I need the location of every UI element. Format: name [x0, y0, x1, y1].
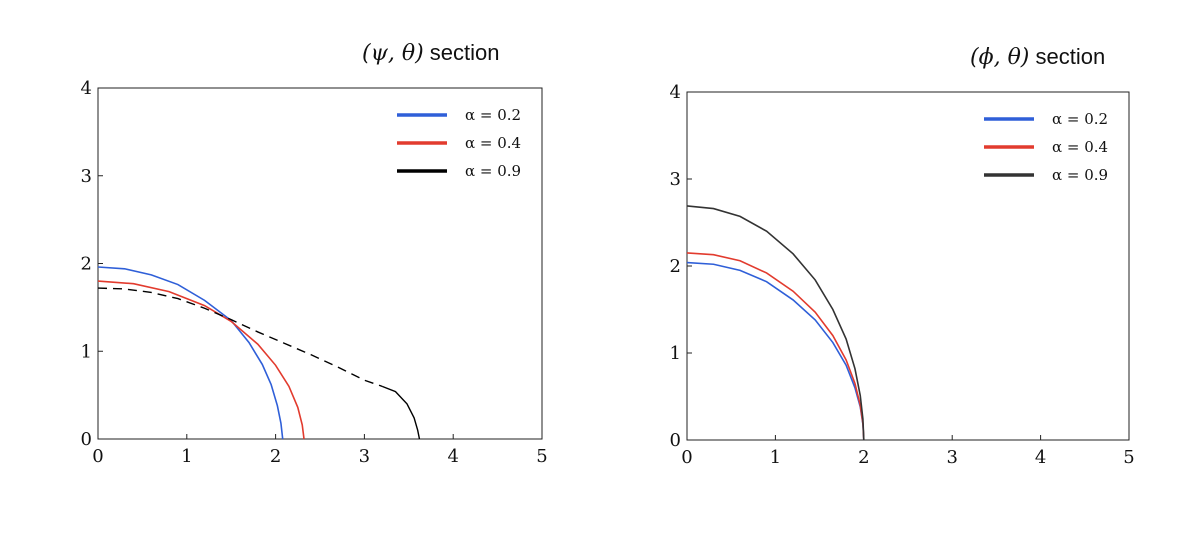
y-tick-label: 4 [670, 82, 681, 103]
y-tick-label: 1 [81, 341, 92, 362]
x-tick-label: 1 [181, 446, 192, 467]
x-tick-label: 2 [858, 447, 869, 468]
legend-label: α = 0.9 [1052, 166, 1108, 184]
x-tick-label: 3 [359, 446, 370, 467]
legend-label: α = 0.4 [465, 134, 521, 152]
chart-panel-phi-theta: (ϕ, θ) section 0 1 2 3 4 5 0 1 2 3 4 α = 0.2 α = 0.4… [601, 0, 1202, 550]
x-tick-label: 4 [447, 446, 458, 467]
y-tick-label: 2 [670, 256, 681, 277]
chart-title-text: section [1035, 44, 1106, 69]
legend-label: α = 0.2 [465, 106, 521, 124]
chart-title: (ϕ, θ) section [970, 44, 1105, 70]
series-line-3 [686, 205, 865, 441]
x-tick-label: 1 [770, 447, 781, 468]
series-line-2 [97, 280, 305, 440]
chart-panel-psi-theta: (ψ, θ) section 0 1 2 3 4 5 0 1 2 3 4 α = 0.2 α = 0.4… [81, 40, 548, 467]
chart-title-math: (ϕ, θ) [970, 45, 1030, 70]
x-tick-label: 4 [1035, 447, 1046, 468]
y-tick-label: 3 [81, 166, 92, 187]
legend-label: α = 0.9 [465, 162, 521, 180]
series-line-solid-3 [381, 385, 421, 440]
y-tick-label: 3 [670, 169, 681, 190]
x-tick-label: 5 [536, 446, 547, 467]
y-tick-label: 4 [81, 78, 92, 99]
y-tick-label: 0 [670, 430, 681, 451]
chart-plot-area: 0 1 2 3 4 5 0 1 2 3 4 α = 0.2 α = 0.4 α = 0.9 [670, 82, 1135, 468]
x-tick-label: 0 [681, 447, 692, 468]
series-line-1 [686, 261, 865, 441]
series-line-1 [97, 266, 284, 440]
legend-label: α = 0.4 [1052, 138, 1108, 156]
chart-title-text: section [429, 40, 500, 65]
series-line-2 [686, 252, 865, 441]
y-tick-label: 0 [81, 429, 92, 450]
series-line-dashed-3 [97, 287, 383, 388]
x-tick-label: 5 [1123, 447, 1134, 468]
legend-label: α = 0.2 [1052, 110, 1108, 128]
x-tick-label: 2 [270, 446, 281, 467]
y-tick-label: 2 [81, 254, 92, 275]
chart-plot-area: 0 1 2 3 4 5 0 1 2 3 4 α = 0.2 α = 0.4 α = 0.9 [81, 78, 548, 467]
chart-title-math: (ψ, θ) [362, 41, 424, 66]
chart-title: (ψ, θ) section [362, 40, 500, 66]
x-tick-label: 3 [946, 447, 957, 468]
y-tick-label: 1 [670, 343, 681, 364]
x-tick-label: 0 [92, 446, 103, 467]
